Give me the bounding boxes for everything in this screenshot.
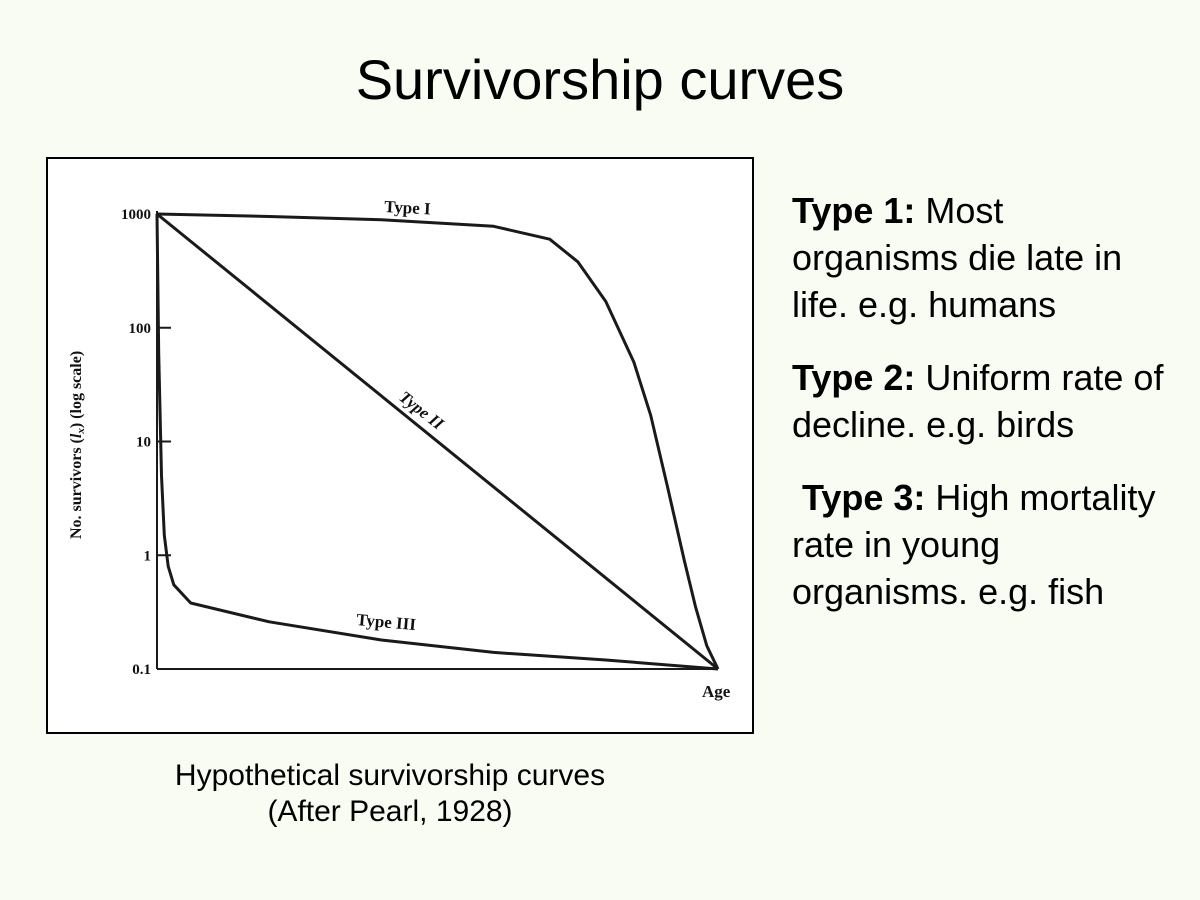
caption-line-2: (After Pearl, 1928) — [267, 795, 513, 828]
y-tick-label: 1 — [144, 548, 152, 564]
note-type-2: Type 2: Uniform rate of decline. e.g. bi… — [792, 354, 1172, 448]
note-type-2-head: Type 2: — [792, 357, 916, 398]
series-line-type-iii — [155, 213, 719, 671]
figure-caption: Hypothetical survivorship curves (After … — [90, 758, 690, 830]
axes-layer: 1000 100 10 1 0.1 — [121, 207, 718, 678]
note-type-3-body: High mortality rate in young organisms. … — [792, 477, 1156, 612]
curves-layer — [155, 212, 720, 671]
series-label-type-i: Type I — [384, 197, 432, 218]
y-tick-label: 0.1 — [132, 662, 151, 678]
note-type-1-head: Type 1: — [792, 190, 916, 231]
note-type-1-body: Most organisms die late in life. e.g. hu… — [792, 190, 1123, 325]
caption-line-1: Hypothetical survivorship curves — [174, 759, 606, 792]
chart-svg: 1000 100 10 1 0.1 Type I Type II Type III Ag… — [68, 197, 731, 701]
note-type-1: Type 1: Most organisms die late in life.… — [792, 187, 1172, 328]
survivorship-chart: 1000 100 10 1 0.1 Type I Type II Type III Ag… — [46, 157, 754, 734]
x-axis-label: Age — [702, 682, 731, 701]
y-tick-label: 1000 — [121, 207, 151, 223]
note-type-2-body: Uniform rate of decline. e.g. birds — [792, 357, 1164, 445]
y-axis-label: No. survivors (lx) (log scale) — [68, 351, 87, 539]
y-tick-label: 10 — [136, 435, 151, 451]
y-tick-label: 100 — [129, 321, 152, 337]
note-type-3-head: Type 3: — [792, 477, 926, 518]
series-line-type-i — [156, 212, 720, 670]
type-notes: Type 1: Most organisms die late in life.… — [792, 187, 1172, 641]
labels-layer: Type I Type II Type III Age No. survivor… — [68, 197, 731, 701]
series-label-type-iii: Type III — [356, 610, 417, 634]
series-line-type-ii — [156, 212, 719, 671]
note-type-3: Type 3: High mortality rate in young org… — [792, 474, 1172, 615]
slide-title: Survivorship curves — [355, 48, 845, 111]
